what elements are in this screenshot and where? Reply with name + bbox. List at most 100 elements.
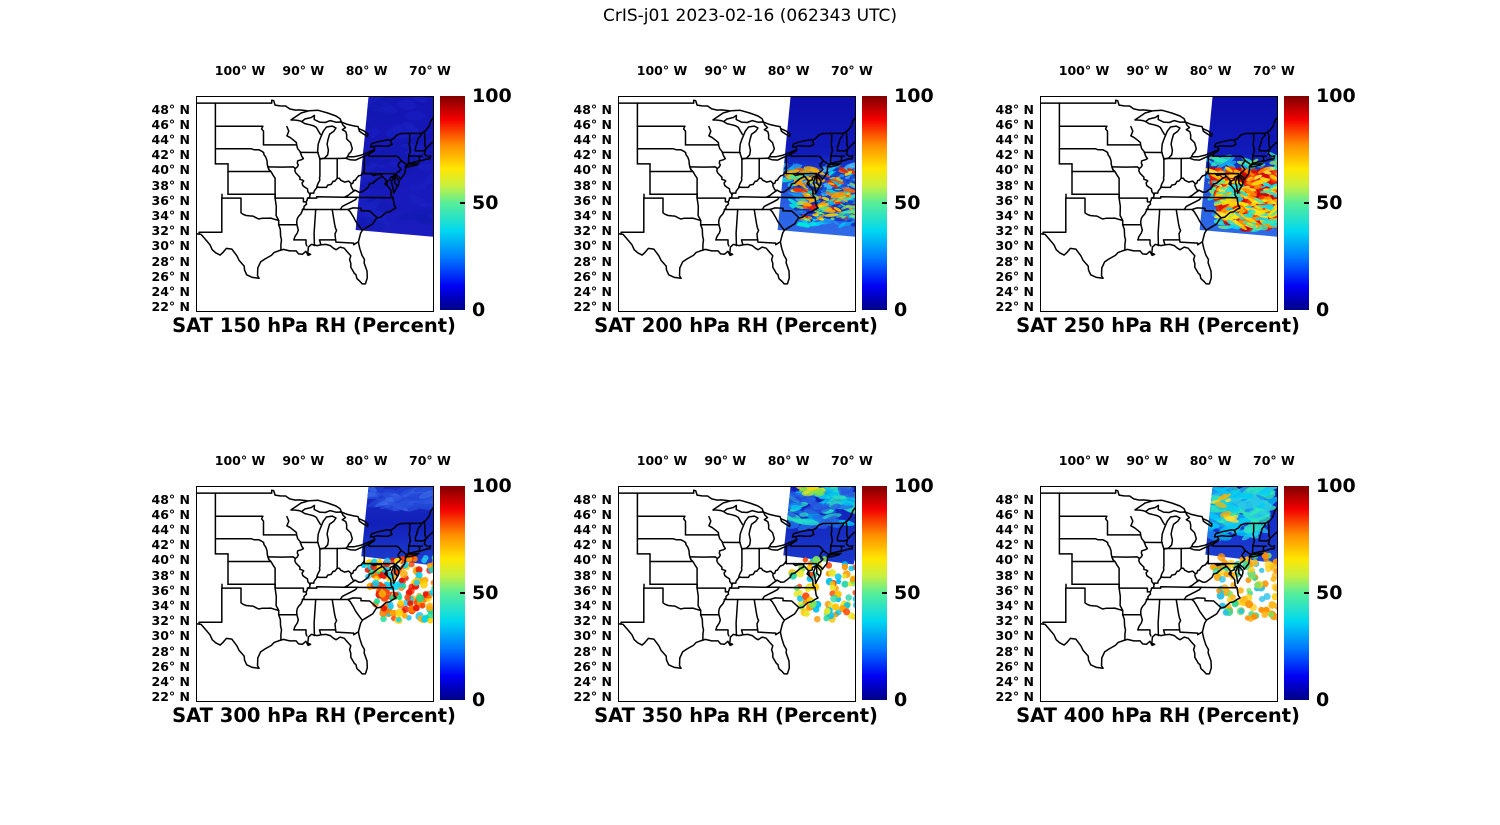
lat-tick-label: 22° N (151, 299, 190, 315)
lat-tick-label: 48° N (573, 491, 612, 507)
map-svg (619, 97, 855, 285)
lat-tick-label: 44° N (573, 522, 612, 538)
lat-tick-label: 32° N (151, 613, 190, 629)
panel-400hpa: 100° W 90° W 80° W 70° W 48° N 46° N 44° N 42°… (984, 448, 1406, 758)
panel-150hpa: 100° W 90° W 80° W 70° W 48° N 46° N 44° N 42°… (140, 58, 562, 368)
lat-tick-label: 40° N (151, 552, 190, 568)
lon-tick-label: 90° W (704, 453, 747, 468)
lon-tick-label: 80° W (345, 63, 388, 78)
colorbar-max-label: 100 (894, 475, 934, 497)
lat-tick-label: 46° N (151, 116, 190, 132)
lon-tick-label: 70° W (409, 453, 451, 468)
map-plot-area-300hpa (196, 486, 434, 702)
lat-tick-label: 22° N (573, 299, 612, 315)
lat-tick-label: 38° N (995, 567, 1034, 583)
colorbar-max-label: 100 (472, 475, 512, 497)
colorbar-mid-label: 50 (1316, 582, 1343, 604)
lat-tick-label: 48° N (995, 101, 1034, 117)
lat-tick-label: 44° N (151, 522, 190, 538)
lon-tick-label: 90° W (1126, 63, 1169, 78)
lat-tick-label: 28° N (151, 643, 190, 659)
lat-tick-label: 34° N (573, 208, 612, 224)
lat-tick-label: 26° N (151, 268, 190, 284)
panel-200hpa: 100° W 90° W 80° W 70° W 48° N 46° N 44° N 42°… (562, 58, 984, 368)
lon-tick-label: 100° W (1058, 63, 1110, 78)
lat-tick-label: 36° N (151, 192, 190, 208)
lat-tick-label: 32° N (151, 223, 190, 239)
lat-tick-label: 24° N (995, 674, 1034, 690)
state-boundaries (1041, 99, 1277, 285)
panel-title-400hpa: SAT 400 hPa RH (Percent) (1016, 704, 1300, 727)
lat-tick-label: 40° N (995, 552, 1034, 568)
colorbar-min-label: 0 (894, 299, 908, 321)
map-svg (1041, 487, 1277, 675)
lat-tick-label: 42° N (573, 537, 612, 553)
lat-tick-label: 36° N (573, 582, 612, 598)
lon-tick-label: 90° W (1126, 453, 1169, 468)
lat-tick-label: 24° N (573, 674, 612, 690)
lon-tick-label: 70° W (1253, 453, 1295, 468)
lat-tick-label: 26° N (573, 658, 612, 674)
lat-tick-label: 30° N (995, 628, 1034, 644)
state-boundaries (197, 489, 433, 675)
colorbar-min-label: 0 (1316, 689, 1330, 711)
lon-tick-label: 100° W (636, 453, 688, 468)
colorbar-max-label: 100 (472, 85, 512, 107)
lat-tick-label: 34° N (995, 598, 1034, 614)
state-boundaries (1041, 489, 1277, 675)
colorbar-max-label: 100 (1316, 85, 1356, 107)
lon-tick-label: 100° W (214, 63, 266, 78)
colorbar-min-label: 0 (472, 299, 486, 321)
lat-tick-label: 28° N (995, 643, 1034, 659)
lat-tick-label: 36° N (995, 582, 1034, 598)
lat-tick-label: 40° N (995, 162, 1034, 178)
lon-tick-label: 80° W (767, 63, 810, 78)
colorbar-min-label: 0 (1316, 299, 1330, 321)
lat-tick-label: 24° N (573, 284, 612, 300)
lat-tick-label: 32° N (573, 613, 612, 629)
panel-300hpa: 100° W 90° W 80° W 70° W 48° N 46° N 44° N 42°… (140, 448, 562, 758)
map-plot-area-400hpa (1040, 486, 1278, 702)
colorbar-150hpa (440, 96, 465, 310)
panel-350hpa: 100° W 90° W 80° W 70° W 48° N 46° N 44° N 42°… (562, 448, 984, 758)
map-plot-area-250hpa (1040, 96, 1278, 312)
lat-tick-label: 34° N (573, 598, 612, 614)
colorbar-mid-label: 50 (472, 582, 499, 604)
lat-tick-label: 46° N (151, 506, 190, 522)
lon-tick-label: 70° W (1253, 63, 1295, 78)
lat-tick-label: 42° N (151, 147, 190, 163)
lon-tick-label: 90° W (282, 453, 325, 468)
colorbar-350hpa (862, 486, 887, 700)
lat-tick-label: 44° N (995, 132, 1034, 148)
lon-tick-label: 100° W (636, 63, 688, 78)
lat-tick-label: 28° N (151, 253, 190, 269)
lat-tick-label: 22° N (151, 689, 190, 705)
lat-tick-label: 32° N (573, 223, 612, 239)
lat-tick-label: 48° N (573, 101, 612, 117)
map-plot-area-350hpa (618, 486, 856, 702)
lat-tick-label: 34° N (151, 598, 190, 614)
colorbar-max-label: 100 (894, 85, 934, 107)
map-svg (619, 487, 855, 675)
lat-tick-label: 40° N (573, 162, 612, 178)
colorbar-250hpa (1284, 96, 1309, 310)
lat-tick-label: 38° N (995, 177, 1034, 193)
colorbar-mid-label: 50 (894, 582, 921, 604)
lon-tick-label: 70° W (831, 453, 873, 468)
lat-tick-label: 30° N (573, 628, 612, 644)
lat-tick-label: 34° N (995, 208, 1034, 224)
lat-tick-label: 46° N (995, 506, 1034, 522)
lon-tick-label: 80° W (767, 453, 810, 468)
lon-tick-label: 90° W (282, 63, 325, 78)
lat-tick-label: 36° N (573, 192, 612, 208)
lat-tick-label: 40° N (151, 162, 190, 178)
lat-tick-label: 42° N (995, 147, 1034, 163)
lat-tick-label: 46° N (995, 116, 1034, 132)
lon-tick-label: 80° W (345, 453, 388, 468)
lat-tick-label: 44° N (151, 132, 190, 148)
figure-title: CrIS-j01 2023-02-16 (062343 UTC) (602, 6, 898, 26)
lat-tick-label: 30° N (573, 238, 612, 254)
lat-tick-label: 28° N (573, 253, 612, 269)
map-plot-area-150hpa (196, 96, 434, 312)
